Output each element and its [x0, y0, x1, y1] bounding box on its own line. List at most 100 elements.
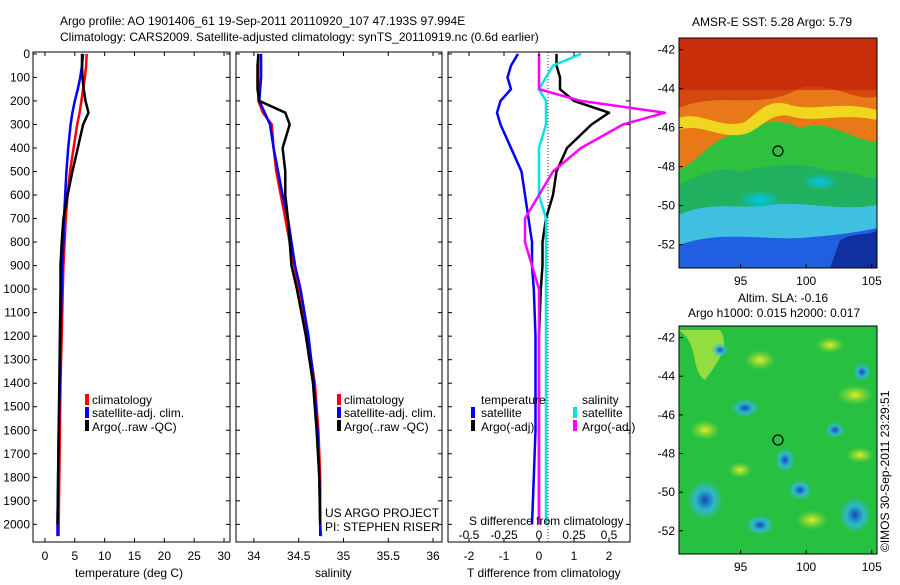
sst-argo-location-marker: [772, 145, 784, 157]
x-tick-label: -0.5: [459, 528, 480, 542]
x-tick-label: 10: [98, 549, 112, 563]
depth-tick-label: 1000: [3, 282, 30, 296]
depth-tick-label: 900: [10, 259, 30, 273]
sla-map-field: [679, 326, 877, 554]
depth-tick-label: 0: [23, 47, 30, 61]
series-line-salinity-argo-adj-: [523, 53, 667, 525]
salinity-axes-box: [235, 51, 443, 543]
legend-label-climatology: climatology: [344, 393, 404, 407]
legend-swatch-argo: [85, 420, 89, 431]
legend-label-climatology: climatology: [92, 393, 152, 407]
depth-tick-label: 1800: [3, 470, 30, 484]
legend-swatch-argo: [337, 420, 341, 431]
legend-label-temp-satellite: satellite: [481, 406, 522, 420]
sla-map-title2: Argo h1000: 0.015 h2000: 0.017: [688, 306, 860, 320]
legend-swatch-climatology: [337, 394, 341, 405]
legend-label-argo: Argo(..raw -QC): [92, 420, 177, 434]
map-y-tick-label: -52: [658, 524, 676, 538]
legend-label-satellite: satellite-adj. clim.: [344, 406, 436, 420]
map-y-tick-label: -48: [658, 160, 676, 174]
difference-legend: temperature salinity satellite Argo(-adj…: [471, 393, 635, 434]
sst-map-title: AMSR-E SST: 5.28 Argo: 5.79: [692, 15, 852, 29]
map-x-tick-label: 100: [796, 560, 816, 574]
legend-label-argo: Argo(..raw -QC): [344, 420, 429, 434]
map-y-tick-label: -44: [658, 369, 676, 383]
imos-stamp: ©IMOS 30-Sep-2011 23:29:51: [878, 390, 892, 552]
x-tick-label: 36: [426, 549, 440, 563]
depth-tick-label: 1300: [3, 353, 30, 367]
header-line1: Argo profile: AO 1901406_61 19-Sep-2011 …: [60, 14, 465, 28]
temperature-axes-box: [32, 51, 231, 543]
temperature-panel: 0100200300400500600700800900100011001200…: [3, 47, 231, 580]
header-line2: Climatology: CARS2009. Satellite-adjuste…: [60, 30, 539, 44]
x-tick-label: 34.5: [287, 549, 311, 563]
sst-map-field: [679, 38, 877, 268]
x-tick-label: 30: [217, 549, 231, 563]
depth-tick-label: 800: [10, 235, 30, 249]
legend-swatch-sal-satellite: [573, 407, 577, 418]
temperature-legend: climatology satellite-adj. clim. Argo(..…: [85, 393, 184, 434]
x-tick-label: 0: [536, 549, 543, 563]
map-x-tick-label: 105: [862, 560, 882, 574]
legend-sal-title: salinity: [582, 393, 619, 407]
depth-tick-label: 1600: [3, 423, 30, 437]
x-tick-label: -0.25: [490, 528, 518, 542]
depth-tick-label: 100: [10, 70, 30, 84]
x-tick-label: 15: [128, 549, 142, 563]
depth-tick-label: 1500: [3, 400, 30, 414]
legend-label-sal-satellite: satellite: [582, 406, 623, 420]
legend-swatch-satellite: [85, 407, 89, 418]
map-y-tick-label: -42: [658, 331, 676, 345]
sst-y-ticks: -42 -44 -46 -48 -50 -52: [658, 43, 683, 252]
depth-tick-label: 200: [10, 94, 30, 108]
credit-pi: PI: STEPHEN RISER: [325, 520, 440, 534]
sla-map-frame: [678, 325, 878, 555]
legend-swatch-satellite: [337, 407, 341, 418]
x-tick-label: 0.25: [562, 528, 586, 542]
salinity-depth-ticks: [236, 53, 442, 525]
difference-panel: S difference from climatology -0.5 -0.25 0…: [447, 51, 667, 580]
difference-xlabel: T difference from climatology: [467, 566, 621, 580]
map-y-tick-label: -48: [658, 447, 676, 461]
sst-map-frame: [678, 37, 878, 269]
map-y-tick-label: -52: [658, 238, 676, 252]
map-y-tick-label: -50: [658, 199, 676, 213]
depth-tick-label: 400: [10, 141, 30, 155]
temperature-lines: [56, 53, 90, 537]
legend-temp-title: temperature: [481, 393, 546, 407]
sla-x-ticks: 95 100 105: [734, 550, 882, 574]
depth-tick-label: 1700: [3, 447, 30, 461]
depth-tick-label: 1400: [3, 376, 30, 390]
credit-project: US ARGO PROJECT: [325, 506, 440, 520]
depth-tick-label: 1100: [4, 306, 30, 320]
x-tick-label: 5: [71, 549, 78, 563]
depth-tick-label: 600: [10, 188, 30, 202]
x-tick-label: 20: [158, 549, 172, 563]
sst-x-ticks: 95 100 105: [734, 264, 882, 288]
map-y-tick-label: -46: [658, 121, 676, 135]
x-tick-label: 35.5: [377, 549, 401, 563]
x-tick-label: -2: [464, 549, 475, 563]
series-line-temperature-satellite: [495, 53, 537, 525]
map-y-tick-label: -50: [658, 485, 676, 499]
series-line-argo-raw-qc-: [56, 53, 90, 525]
salinity-xlabel: salinity: [315, 566, 352, 580]
legend-swatch-temp-argo: [471, 420, 475, 431]
depth-tick-label: 500: [10, 165, 30, 179]
temperature-x-ticks: 0 5 10 15 20 25 30: [42, 52, 231, 563]
x-tick-label: 2: [606, 549, 613, 563]
x-tick-label: 1: [571, 549, 578, 563]
depth-tick-label: 2000: [3, 517, 30, 531]
x-tick-label: -1: [499, 549, 510, 563]
legend-swatch-sal-argo: [573, 420, 577, 431]
map-x-tick-label: 105: [862, 274, 882, 288]
s-difference-ticks: -0.5 -0.25 0 0.25 0.5: [459, 528, 618, 542]
map-y-tick-label: -44: [658, 82, 676, 96]
x-tick-label: 0.5: [601, 528, 618, 542]
difference-lines: [495, 52, 667, 525]
t-difference-ticks: -2 -1 0 1 2: [464, 52, 613, 563]
depth-tick-label: 1900: [3, 494, 30, 508]
temperature-xlabel: temperature (deg C): [75, 566, 183, 580]
sla-argo-location-marker: [772, 434, 784, 446]
